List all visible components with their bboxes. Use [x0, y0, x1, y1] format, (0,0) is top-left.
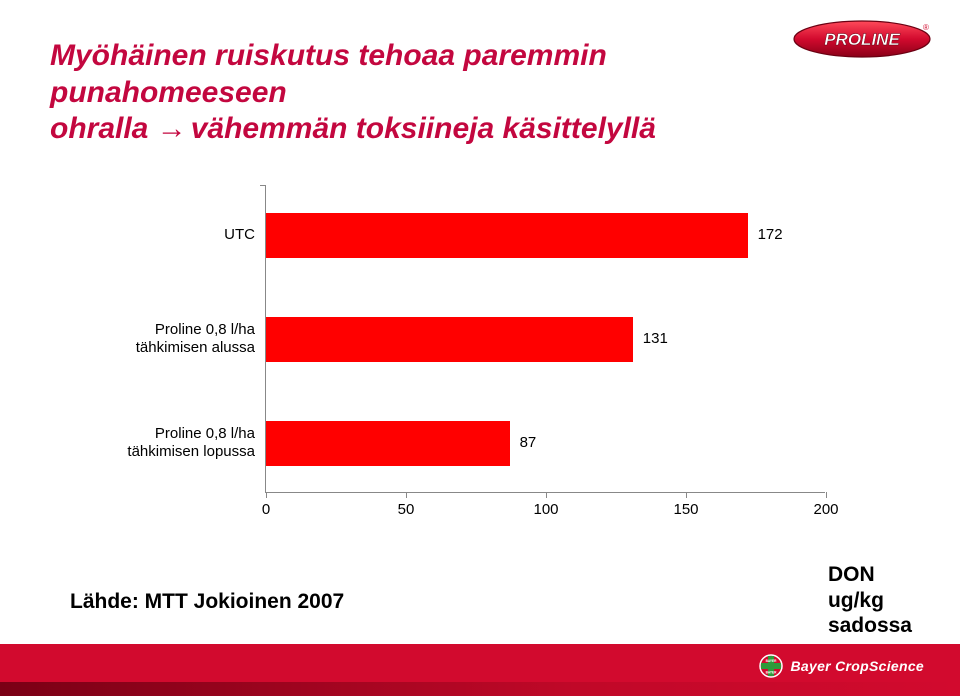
- slide: PROLINE ® Myöhäinen ruiskutus tehoaa par…: [0, 0, 960, 696]
- footer-brand-text: Bayer CropScience: [791, 658, 925, 674]
- chart-bar-value: 87: [520, 434, 537, 451]
- svg-text:BAYER: BAYER: [765, 671, 777, 675]
- chart-xtick: [266, 492, 267, 498]
- chart-category-label-line: tähkimisen lopussa: [85, 443, 255, 461]
- chart-xtick: [686, 492, 687, 498]
- chart-bar: [266, 421, 510, 466]
- chart-category-label: Proline 0,8 l/hatähkimisen alussa: [85, 321, 255, 357]
- chart-xtick-label: 200: [813, 501, 838, 518]
- axis-label-2: ug/kg: [828, 588, 912, 613]
- svg-text:BAYER: BAYER: [765, 659, 777, 663]
- chart-ytick: [260, 185, 266, 186]
- title-line-3: ohralla →vähemmän toksiineja käsittelyll…: [50, 111, 910, 148]
- bayer-cross-icon: BAYER BAYER: [759, 654, 783, 678]
- title-line-3a: ohralla: [50, 112, 148, 145]
- chart-bar-value: 131: [643, 330, 668, 347]
- chart-category-label-line: Proline 0,8 l/ha: [85, 321, 255, 339]
- chart-xtick: [406, 492, 407, 498]
- axis-label-1: DON: [828, 562, 912, 587]
- axis-label: DON ug/kg sadossa: [828, 562, 912, 638]
- chart-bar-value: 172: [758, 226, 783, 243]
- chart-category-label-line: UTC: [85, 226, 255, 244]
- axis-label-3: sadossa: [828, 613, 912, 638]
- slide-title: Myöhäinen ruiskutus tehoaa paremmin puna…: [50, 38, 910, 148]
- chart-xtick-label: 150: [673, 501, 698, 518]
- chart-bar: [266, 213, 748, 258]
- arrow-icon: →: [157, 112, 191, 145]
- source-text: Lähde: MTT Jokioinen 2007: [70, 590, 344, 614]
- chart-xtick: [826, 492, 827, 498]
- footer: BAYER BAYER Bayer CropScience: [0, 644, 960, 696]
- chart-xtick: [546, 492, 547, 498]
- footer-brand: BAYER BAYER Bayer CropScience: [759, 654, 925, 678]
- chart-plot: 05010015020017213187: [265, 185, 825, 493]
- svg-text:®: ®: [923, 23, 929, 32]
- chart-bar: [266, 317, 633, 362]
- chart-category-label-line: tähkimisen alussa: [85, 339, 255, 357]
- don-chart: 05010015020017213187UTCProline 0,8 l/hat…: [90, 185, 850, 525]
- footer-fade: [0, 682, 960, 696]
- chart-xtick-label: 0: [262, 501, 270, 518]
- title-line-3b: vähemmän toksiineja käsittelyllä: [191, 112, 656, 145]
- chart-xtick-label: 50: [398, 501, 415, 518]
- chart-category-label: UTC: [85, 226, 255, 244]
- svg-text:PROLINE: PROLINE: [824, 30, 900, 49]
- chart-category-label-line: Proline 0,8 l/ha: [85, 425, 255, 443]
- proline-logo: PROLINE ®: [792, 18, 932, 60]
- chart-category-label: Proline 0,8 l/hatähkimisen lopussa: [85, 425, 255, 461]
- title-line-1: Myöhäinen ruiskutus tehoaa paremmin: [50, 38, 910, 75]
- title-line-2: punahomeeseen: [50, 75, 910, 112]
- chart-xtick-label: 100: [533, 501, 558, 518]
